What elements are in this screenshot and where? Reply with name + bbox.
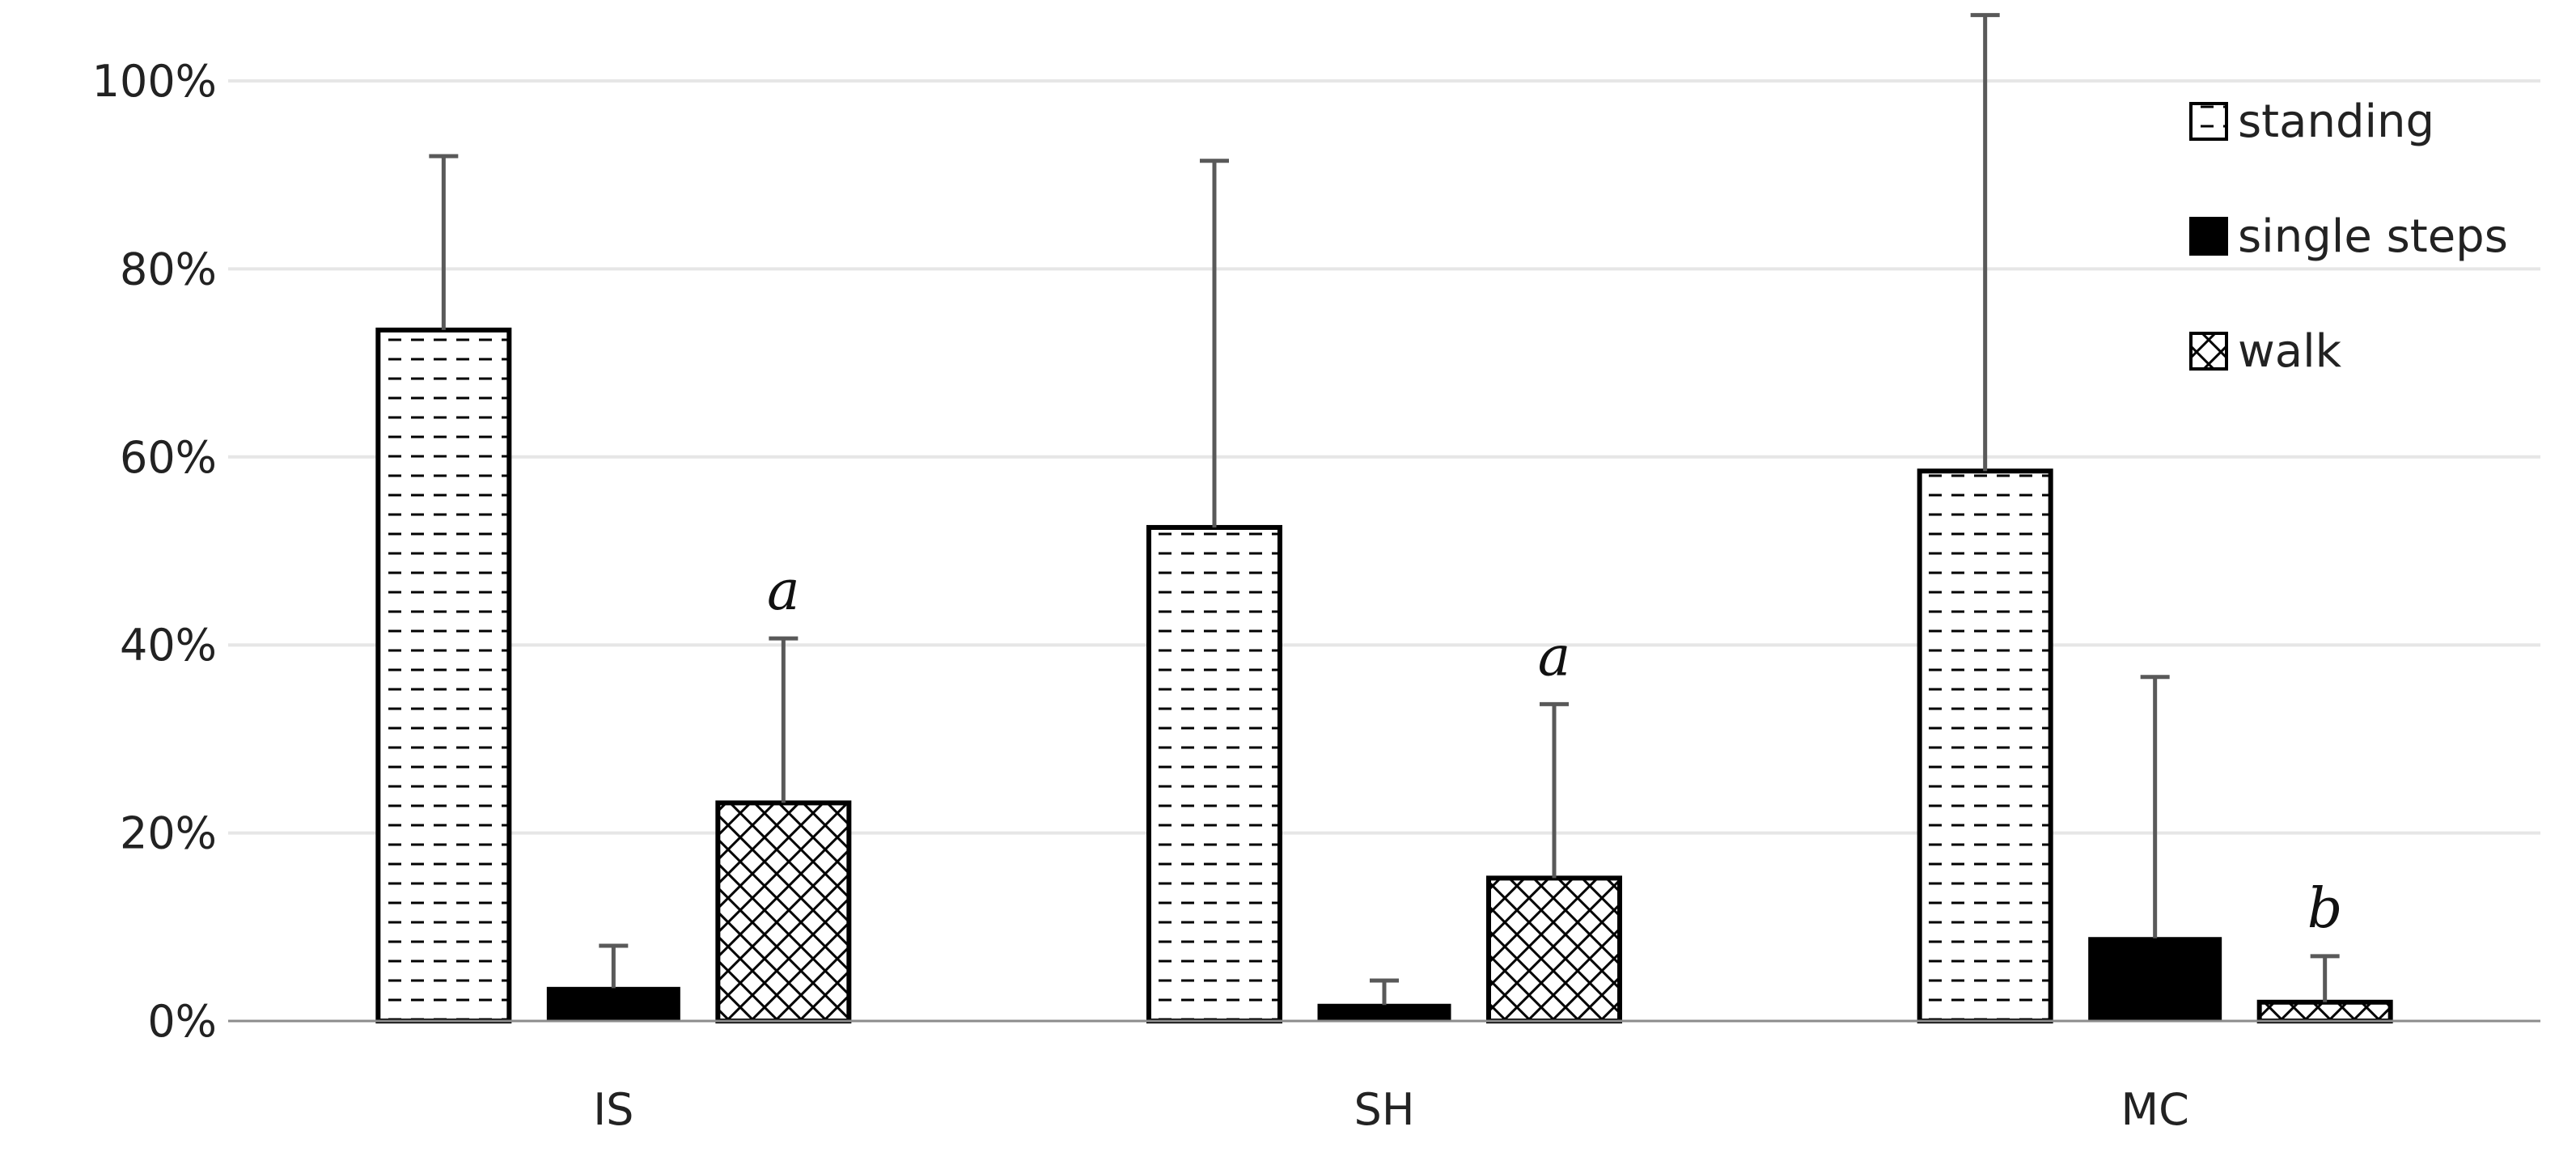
y-tick-label: 20% [120, 808, 217, 859]
bar-is-walk [715, 800, 852, 1024]
x-tick-label: MC [2121, 1084, 2189, 1135]
y-tick-label: 60% [120, 432, 217, 483]
legend-swatch [2189, 332, 2228, 371]
x-tick-label: IS [593, 1084, 633, 1135]
legend-label: walk [2238, 325, 2342, 378]
significance-label: a [767, 559, 800, 623]
bar-is-single-steps [546, 986, 680, 1023]
legend-label: standing [2238, 95, 2434, 148]
bar-mc-walk [2256, 999, 2393, 1024]
y-tick-label: 80% [120, 244, 217, 294]
bar-sh-walk [1486, 875, 1622, 1023]
significance-label: b [2307, 877, 2343, 941]
bar-is-standing [375, 327, 512, 1023]
bar-mc-standing [1917, 468, 2053, 1023]
y-tick-label: 100% [92, 56, 217, 107]
legend-swatch [2189, 102, 2228, 141]
bar-mc-single-steps [2088, 937, 2222, 1023]
y-tick-label: 40% [120, 620, 217, 671]
bar-sh-standing [1146, 524, 1282, 1023]
legend-label: single steps [2238, 210, 2508, 263]
bar-sh-single-steps [1317, 1003, 1451, 1023]
legend-swatch [2189, 217, 2228, 256]
y-tick-label: 0% [147, 996, 217, 1047]
x-tick-label: SH [1354, 1084, 1415, 1135]
significance-label: a [1538, 625, 1571, 688]
